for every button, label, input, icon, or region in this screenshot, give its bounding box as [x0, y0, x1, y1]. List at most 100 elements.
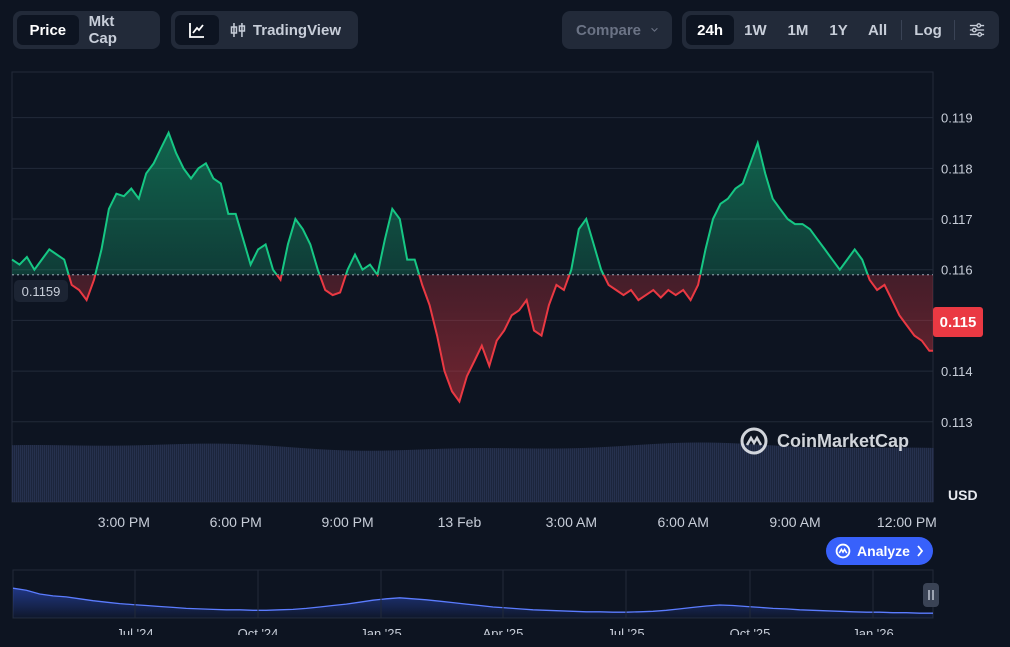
volume-bar — [322, 449, 324, 502]
volume-bar — [910, 447, 912, 502]
volume-bar — [202, 443, 204, 502]
range-24h[interactable]: 24h — [686, 15, 735, 45]
volume-bar — [148, 444, 150, 502]
volume-bar — [42, 445, 44, 502]
volume-bar — [452, 448, 454, 502]
volume-bar — [288, 447, 290, 502]
volume-bar — [808, 447, 810, 502]
volume-bar — [80, 445, 82, 502]
volume-bar — [324, 449, 326, 502]
price-chart[interactable]: 0.119 0.118 0.117 0.116 0.115 0.114 0.113 3:00… — [0, 60, 1010, 635]
mktcap-tab[interactable]: Mkt Cap — [88, 13, 117, 47]
volume-bar — [262, 445, 264, 502]
volume-bar — [854, 447, 856, 502]
compare-button[interactable]: Compare — [566, 15, 668, 45]
volume-bar — [562, 448, 564, 502]
volume-bar — [274, 446, 276, 502]
volume-bar — [768, 445, 770, 502]
range-toggle: 24h 1W 1M 1Y All Log — [682, 11, 999, 49]
volume-bar — [904, 447, 906, 502]
volume-bar — [868, 447, 870, 502]
volume-bar — [830, 447, 832, 502]
volume-bar — [488, 448, 490, 502]
volume-bar — [668, 443, 670, 502]
volume-bar — [230, 443, 232, 502]
coinmarketcap-watermark: CoinMarketCap — [739, 426, 909, 456]
volume-bar — [416, 449, 418, 502]
range-all[interactable]: All — [867, 21, 888, 39]
volume-bar — [846, 447, 848, 502]
overview-handle[interactable] — [923, 583, 939, 607]
volume-bar — [646, 444, 648, 502]
volume-bar — [624, 445, 626, 502]
analyze-button[interactable]: Analyze — [826, 537, 933, 565]
volume-bar — [360, 450, 362, 502]
volume-bar — [828, 447, 830, 502]
range-divider — [901, 20, 903, 40]
x-tick-label: 9:00 AM — [769, 514, 820, 530]
volume-bar — [338, 450, 340, 502]
volume-bar — [680, 442, 682, 502]
volume-bar — [368, 450, 370, 502]
volume-bar — [872, 447, 874, 502]
volume-bar — [778, 445, 780, 502]
volume-bar — [48, 445, 50, 502]
volume-bar — [794, 446, 796, 502]
volume-bar — [158, 444, 160, 502]
volume-bar — [856, 447, 858, 502]
volume-bar — [448, 448, 450, 502]
volume-bar — [878, 447, 880, 502]
volume-bar — [684, 442, 686, 502]
volume-bar — [888, 447, 890, 502]
volume-bar — [540, 448, 542, 502]
volume-bar — [92, 445, 94, 502]
tradingview-button[interactable]: TradingView — [219, 15, 351, 45]
volume-bar — [598, 447, 600, 502]
volume-bar — [694, 442, 696, 502]
volume-bar — [82, 445, 84, 502]
volume-bar — [928, 447, 930, 502]
handle-body[interactable] — [923, 583, 939, 607]
volume-bar — [816, 447, 818, 502]
price-tab[interactable]: Price — [17, 15, 79, 45]
volume-bar — [34, 444, 36, 502]
volume-bar — [466, 448, 468, 502]
volume-bar — [496, 448, 498, 502]
volume-bar — [440, 448, 442, 502]
volume-bar — [574, 448, 576, 502]
range-1m[interactable]: 1M — [787, 21, 809, 39]
compare-dropdown[interactable]: Compare — [562, 11, 672, 49]
log-button[interactable]: Log — [914, 21, 942, 39]
volume-bar — [298, 447, 300, 502]
volume-bar — [246, 444, 248, 502]
range-1w[interactable]: 1W — [744, 21, 767, 39]
volume-bar — [56, 445, 58, 502]
volume-bar — [212, 443, 214, 502]
volume-bar — [670, 443, 672, 502]
x-tick-label: 9:00 PM — [322, 514, 374, 530]
range-1y[interactable]: 1Y — [829, 21, 848, 39]
volume-bar — [132, 445, 134, 502]
volume-bar — [310, 448, 312, 502]
chart-settings-button[interactable] — [959, 15, 995, 45]
volume-bar — [68, 445, 70, 502]
volume-bar — [728, 443, 730, 502]
volume-bar — [232, 443, 234, 502]
volume-bar — [234, 443, 236, 502]
volume-bar — [882, 447, 884, 502]
line-chart-button[interactable] — [175, 15, 219, 45]
volume-bar — [244, 444, 246, 502]
volume-bar — [474, 448, 476, 502]
volume-bar — [70, 445, 72, 502]
volume-bar — [660, 443, 662, 502]
volume-bar — [630, 445, 632, 502]
volume-bar — [672, 443, 674, 502]
volume-bar — [168, 444, 170, 502]
volume-bar — [126, 445, 128, 502]
chart-type-toggle: TradingView — [171, 11, 358, 49]
volume-bar — [576, 448, 578, 502]
volume-bar — [902, 447, 904, 502]
volume-bar — [278, 446, 280, 502]
volume-bar — [206, 443, 208, 502]
volume-bar — [834, 447, 836, 502]
